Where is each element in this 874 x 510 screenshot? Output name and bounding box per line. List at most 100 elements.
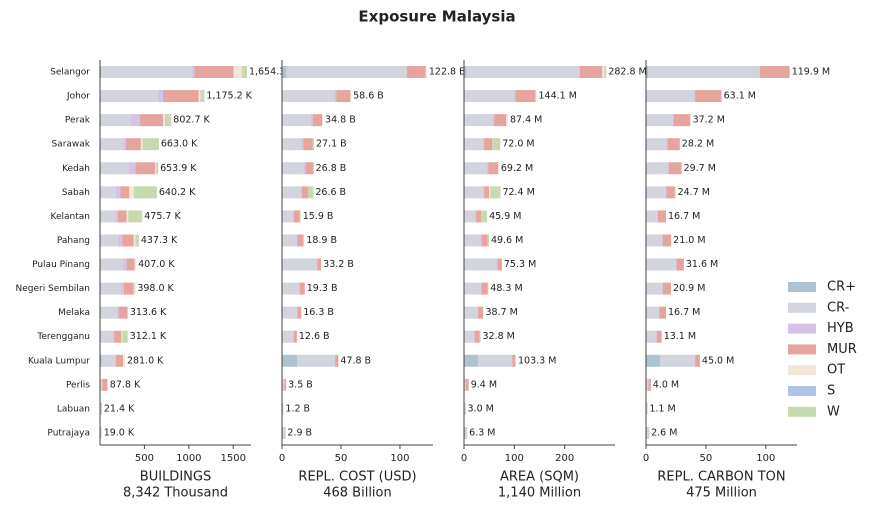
bar-segment <box>646 378 649 391</box>
bar-segment <box>123 258 127 271</box>
total-label: 45.0 M <box>702 355 734 366</box>
total-label: 398.0 K <box>137 283 174 294</box>
category-label: Melaka <box>58 308 90 318</box>
bar-segment <box>128 162 136 175</box>
total-label: 87.4 M <box>510 115 542 126</box>
bar-segment <box>282 258 317 271</box>
bar-segment <box>292 210 294 223</box>
total-label: 72.4 M <box>502 187 534 198</box>
total-label: 1,654.3 K <box>249 67 295 78</box>
bar-segment <box>282 282 299 295</box>
bar-segment <box>478 354 513 367</box>
bar-segment <box>406 66 426 78</box>
category-label: Negeri Sembilan <box>15 284 90 294</box>
bar-segment <box>492 138 501 151</box>
bar-segment <box>282 66 287 78</box>
total-label: 58.6 B <box>353 91 384 102</box>
bar-segment <box>286 66 407 78</box>
bar-segment <box>297 354 336 367</box>
bar-segment <box>293 330 297 343</box>
bar-segment <box>100 114 132 127</box>
legend-swatch <box>788 386 816 396</box>
category-label: Pulau Pinang <box>32 260 90 270</box>
bar-segment <box>675 258 677 271</box>
bar-segment <box>655 330 657 343</box>
bar-segment <box>464 258 497 271</box>
total-label: 3.5 B <box>288 379 313 390</box>
bar-segment <box>674 186 676 199</box>
total-label: 24.7 M <box>678 187 710 198</box>
bar-segment <box>483 138 485 151</box>
bar-segment <box>114 330 122 343</box>
total-label: 313.6 K <box>130 307 167 318</box>
bar-segment <box>297 234 304 247</box>
x-tick-label: 0 <box>279 453 285 464</box>
bar-segment <box>672 114 674 127</box>
bar-segment <box>134 258 137 271</box>
bar-segment <box>498 162 499 175</box>
legend-swatch <box>788 302 816 313</box>
bar-segment <box>140 138 143 151</box>
bar-segment <box>487 234 489 247</box>
category-label: Pahang <box>57 236 90 246</box>
total-label: 9.4 M <box>471 379 497 390</box>
bar-segment <box>579 66 603 78</box>
bar-segment <box>122 234 134 247</box>
bar-segment <box>303 162 306 175</box>
category-label: Kedah <box>62 164 90 174</box>
bar-segment <box>464 234 481 247</box>
total-label: 653.9 K <box>160 163 197 174</box>
bar-segment <box>646 282 662 295</box>
bar-segment <box>282 186 301 199</box>
bar-segment <box>657 210 667 223</box>
bar-segment <box>310 114 313 127</box>
bar-segment <box>133 186 157 199</box>
bar-segment <box>125 138 141 151</box>
category-label: Labuan <box>57 404 90 414</box>
bar-segment <box>695 354 700 367</box>
legend-label: CR- <box>827 300 850 315</box>
bar-segment <box>646 258 676 271</box>
bar-segment <box>475 210 477 223</box>
total-label: 475.7 K <box>144 211 181 222</box>
bar-segment <box>312 114 323 127</box>
bar-segment <box>100 306 117 319</box>
total-label: 119.9 M <box>792 67 830 78</box>
x-axis-label: REPL. COST (USD) <box>298 470 416 485</box>
total-label: 28.2 M <box>682 139 714 150</box>
bar-segment <box>139 114 164 127</box>
x-tick-label: 500 <box>135 453 154 464</box>
total-label: 1,175.2 K <box>206 91 252 102</box>
bar-segment <box>282 378 285 391</box>
bar-segment <box>661 282 663 295</box>
x-axis-sublabel: 8,342 Thousand <box>123 486 228 501</box>
total-label: 45.9 M <box>489 211 521 222</box>
legend-label: CR+ <box>827 280 856 295</box>
bar-segment <box>133 234 136 247</box>
category-label: Kuala Lumpur <box>28 356 90 366</box>
total-label: 312.1 K <box>130 331 167 342</box>
total-label: 38.7 M <box>485 307 517 318</box>
bar-segment <box>317 258 322 271</box>
bar-segment <box>101 66 192 78</box>
bar-segment <box>233 66 242 78</box>
bar-segment <box>484 186 490 199</box>
bar-segment <box>120 282 124 295</box>
bar-segment <box>647 427 649 439</box>
bar-segment <box>307 186 314 199</box>
bar-segment <box>293 210 300 223</box>
total-label: 640.2 K <box>159 187 196 198</box>
total-label: 32.8 M <box>483 331 515 342</box>
bar-segment <box>479 330 481 343</box>
bar-segment <box>464 186 484 199</box>
bar-segment <box>282 210 293 223</box>
bar-segment <box>646 330 656 343</box>
bar-segment <box>123 282 134 295</box>
bar-segment <box>646 90 694 103</box>
bar-segment <box>665 186 667 199</box>
bar-segment <box>142 138 159 151</box>
bar-segment <box>100 427 102 439</box>
total-label: 29.7 M <box>684 163 716 174</box>
bar-segment <box>661 234 663 247</box>
bar-segment <box>155 162 156 175</box>
